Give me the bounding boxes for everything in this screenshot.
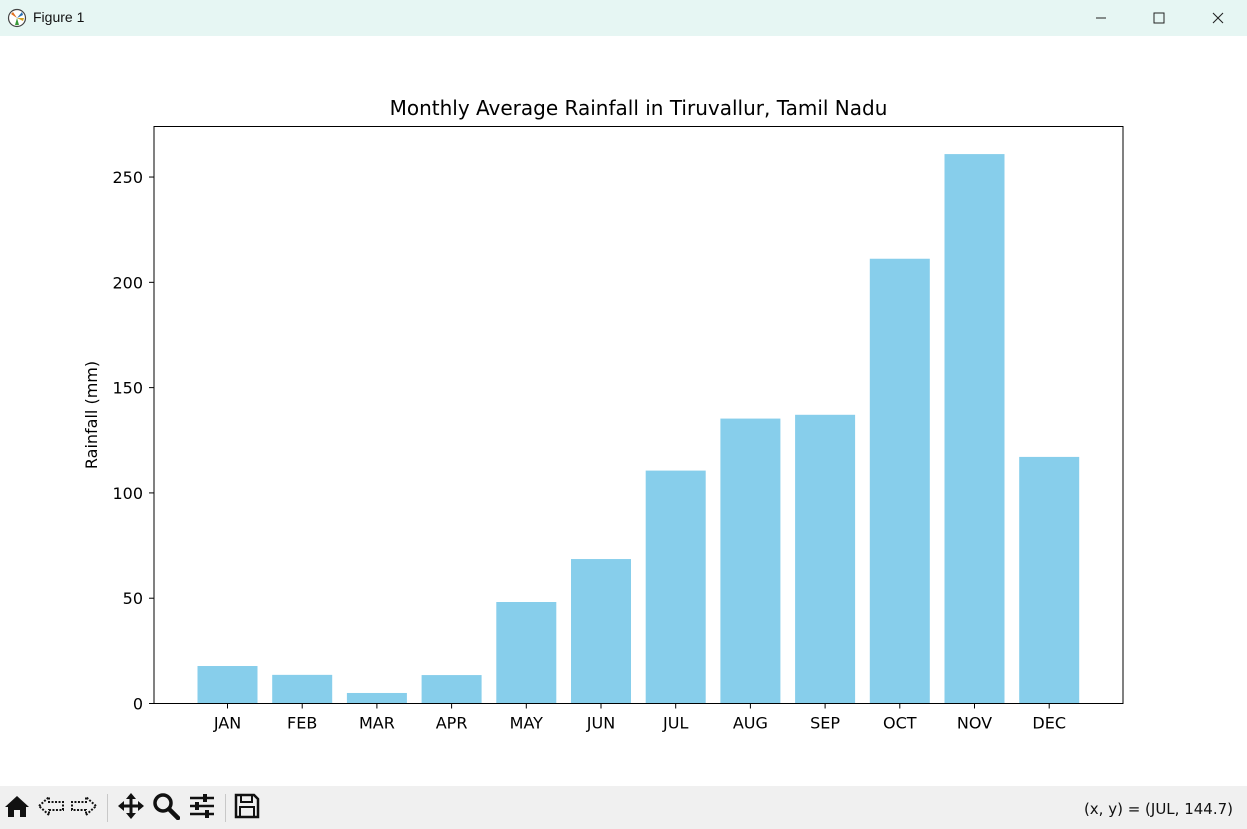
cursor-coordinates: (x, y) = (JUL, 144.7) <box>1083 800 1233 818</box>
close-icon <box>1212 9 1224 28</box>
y-axis-label: Rainfall (mm) <box>82 361 101 469</box>
y-tick-label: 0 <box>133 695 143 714</box>
bar-chart: Monthly Average Rainfall in Tiruvallur, … <box>82 96 1124 733</box>
y-tick-label: 100 <box>112 484 143 503</box>
x-tick-label: AUG <box>733 714 768 733</box>
configure-subplots-icon <box>188 793 216 823</box>
home-button[interactable] <box>1 793 33 823</box>
bar-apr <box>421 675 482 704</box>
minimize-icon <box>1095 9 1107 28</box>
bar-may <box>496 601 557 704</box>
x-tick-label: JUL <box>662 714 688 733</box>
configure-subplots-button[interactable] <box>186 793 218 823</box>
bar-dec <box>1019 456 1080 704</box>
back-arrow-icon <box>37 794 65 822</box>
y-tick-label: 200 <box>112 273 143 292</box>
x-tick-label: DEC <box>1032 714 1066 733</box>
save-button[interactable] <box>231 793 263 823</box>
bar-nov <box>944 154 1005 704</box>
bar-jul <box>645 470 706 704</box>
maximize-button[interactable] <box>1130 0 1188 36</box>
close-button[interactable] <box>1189 0 1247 36</box>
bars-group <box>197 154 1080 704</box>
zoom-magnifier-icon <box>152 792 181 824</box>
bar-sep <box>795 414 856 704</box>
chart-title: Monthly Average Rainfall in Tiruvallur, … <box>390 96 888 120</box>
x-tick-label: JAN <box>213 714 241 733</box>
matplotlib-icon <box>7 8 27 28</box>
bar-jun <box>571 559 631 704</box>
back-button[interactable] <box>35 793 67 823</box>
navigation-toolbar: (x, y) = (JUL, 144.7) <box>0 786 1247 829</box>
zoom-button[interactable] <box>150 793 182 823</box>
y-axis-ticks: 0 50 100 150 200 250 <box>112 168 154 714</box>
x-tick-label: MAY <box>510 714 544 733</box>
x-tick-label: NOV <box>957 714 992 733</box>
bar-mar <box>346 692 407 704</box>
bar-oct <box>869 258 930 704</box>
toolbar-separator <box>107 794 108 822</box>
window-titlebar: Figure 1 <box>0 0 1247 36</box>
x-tick-label: APR <box>436 714 468 733</box>
maximize-icon <box>1153 9 1165 28</box>
toolbar-separator <box>225 794 226 822</box>
y-tick-label: 50 <box>123 589 143 608</box>
figure-canvas[interactable]: Monthly Average Rainfall in Tiruvallur, … <box>0 36 1247 786</box>
x-axis-ticks: JAN FEB MAR APR MAY JUN JUL AUG SEP OCT NOV DEC <box>213 703 1066 733</box>
forward-button[interactable] <box>68 793 100 823</box>
home-icon <box>4 794 30 822</box>
y-tick-label: 150 <box>112 379 143 398</box>
pan-move-icon <box>117 792 145 824</box>
save-floppy-icon <box>234 793 260 823</box>
bar-feb <box>272 674 333 704</box>
x-tick-label: MAR <box>359 714 395 733</box>
x-tick-label: SEP <box>810 714 840 733</box>
bar-aug <box>720 418 781 704</box>
x-tick-label: FEB <box>287 714 317 733</box>
axes-frame <box>153 126 1124 704</box>
minimize-button[interactable] <box>1072 0 1130 36</box>
window-title: Figure 1 <box>33 9 85 25</box>
x-tick-label: JUN <box>586 714 615 733</box>
forward-arrow-icon <box>70 794 98 822</box>
y-tick-label: 250 <box>112 168 143 187</box>
bar-jan <box>197 666 258 704</box>
pan-button[interactable] <box>115 793 147 823</box>
x-tick-label: OCT <box>883 714 917 733</box>
